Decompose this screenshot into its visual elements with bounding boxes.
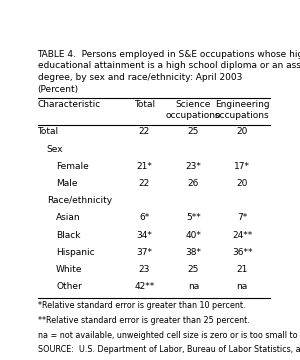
Text: 42**: 42** — [134, 282, 154, 291]
Text: 38*: 38* — [185, 248, 201, 257]
Text: 23: 23 — [139, 265, 150, 274]
Text: 20: 20 — [236, 179, 248, 188]
Text: 26: 26 — [188, 179, 199, 188]
Text: TABLE 4.  Persons employed in S&E occupations whose highest
educational attainme: TABLE 4. Persons employed in S&E occupat… — [38, 50, 300, 94]
Text: 22: 22 — [139, 127, 150, 136]
Text: **Relative standard error is greater than 25 percent.: **Relative standard error is greater tha… — [38, 316, 249, 325]
Text: 40*: 40* — [185, 231, 201, 240]
Text: Science
occupations: Science occupations — [166, 100, 220, 120]
Text: *Relative standard error is greater than 10 percent.: *Relative standard error is greater than… — [38, 301, 245, 310]
Text: Engineering
occupations: Engineering occupations — [215, 100, 269, 120]
Text: Male: Male — [56, 179, 78, 188]
Text: na = not available, unweighted cell size is zero or is too small to report.: na = not available, unweighted cell size… — [38, 330, 300, 339]
Text: 6*: 6* — [139, 213, 150, 222]
Text: Female: Female — [56, 162, 89, 171]
Text: Total: Total — [38, 127, 58, 136]
Text: 23*: 23* — [185, 162, 201, 171]
Text: SOURCE:  U.S. Department of Labor, Bureau of Labor Statistics, and: SOURCE: U.S. Department of Labor, Bureau… — [38, 345, 300, 354]
Text: Characteristic: Characteristic — [38, 100, 101, 109]
Text: 20: 20 — [236, 127, 248, 136]
Text: na: na — [188, 282, 199, 291]
Text: na: na — [236, 282, 248, 291]
Text: 21*: 21* — [136, 162, 152, 171]
Text: 17*: 17* — [234, 162, 250, 171]
Text: Hispanic: Hispanic — [56, 248, 95, 257]
Text: Race/ethnicity: Race/ethnicity — [47, 196, 112, 205]
Text: 34*: 34* — [136, 231, 152, 240]
Text: 24**: 24** — [232, 231, 252, 240]
Text: 25: 25 — [188, 265, 199, 274]
Text: Asian: Asian — [56, 213, 81, 222]
Text: White: White — [56, 265, 82, 274]
Text: 25: 25 — [188, 127, 199, 136]
Text: 7*: 7* — [237, 213, 247, 222]
Text: 21: 21 — [236, 265, 248, 274]
Text: 5**: 5** — [186, 213, 201, 222]
Text: Sex: Sex — [47, 145, 63, 154]
Text: Black: Black — [56, 231, 81, 240]
Text: 22: 22 — [139, 179, 150, 188]
Text: 37*: 37* — [136, 248, 152, 257]
Text: Total: Total — [134, 100, 155, 109]
Text: Other: Other — [56, 282, 82, 291]
Text: 36**: 36** — [232, 248, 252, 257]
